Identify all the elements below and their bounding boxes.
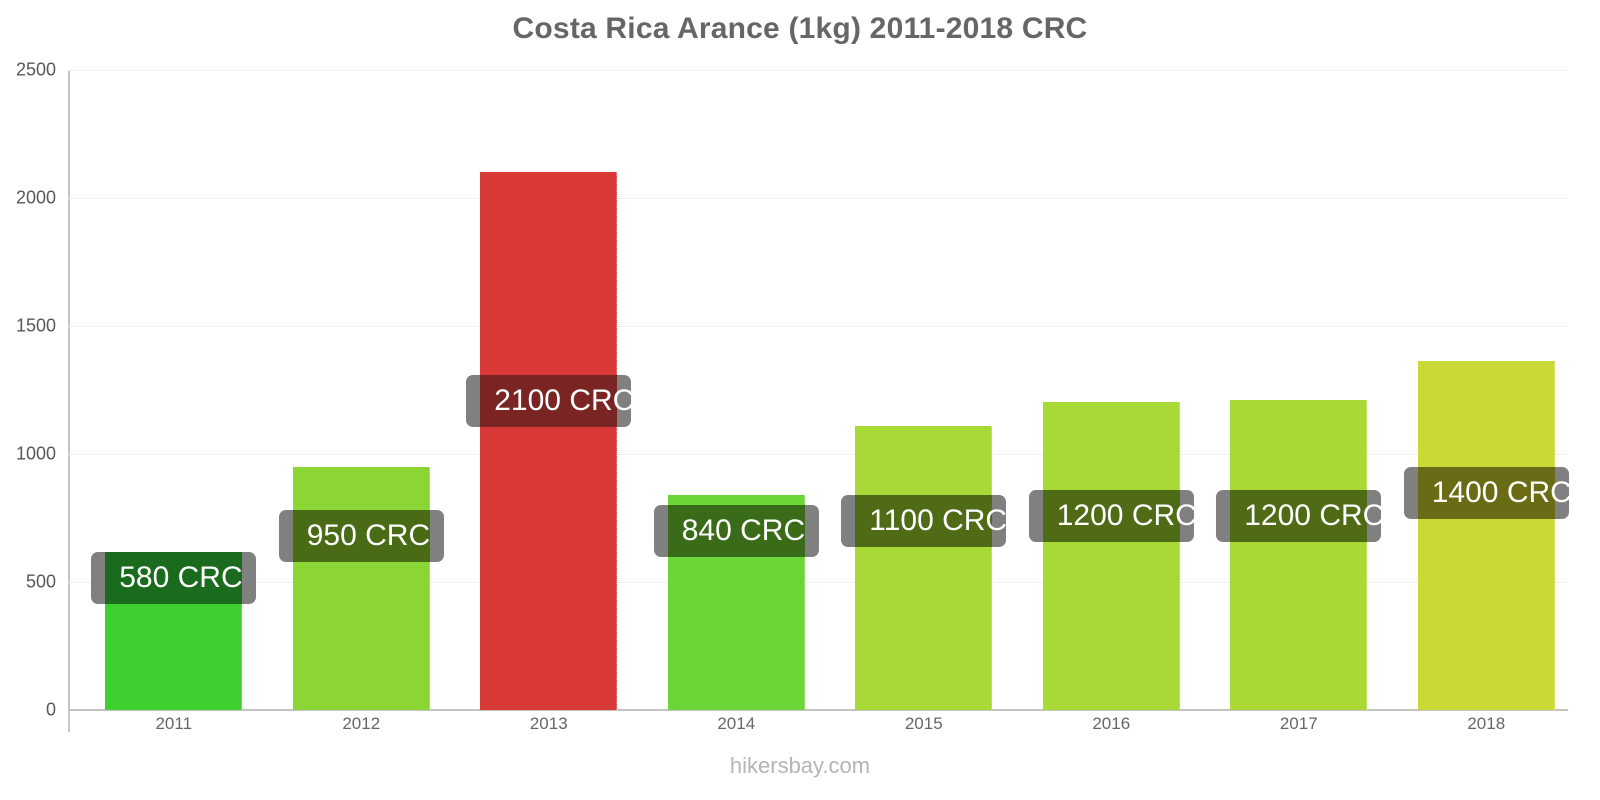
value-label-text: 1100 CRC: [869, 504, 1008, 537]
bar-2018[interactable]: [1417, 360, 1555, 710]
page-title: Costa Rica Arance (1kg) 2011-2018 CRC: [512, 12, 1088, 45]
value-label-text: 1200 CRC: [1056, 499, 1197, 532]
value-label-2011: 580 CRC: [91, 552, 257, 604]
x-axis-tick-label-2015: 2015: [904, 714, 943, 733]
value-label-band: [292, 510, 430, 562]
gridline: [68, 582, 1568, 583]
y-axis-tick-label: 1000: [15, 443, 56, 464]
x-axis-tick-label-2013: 2013: [529, 714, 568, 733]
plot-area: 580 CRC 950 CRC 2100 CRC 840 CRC 1100 CRC 120…: [68, 70, 1572, 732]
value-label-text: 1400 CRC: [1431, 476, 1572, 509]
gridline: [68, 326, 1568, 327]
y-axis-tick-label: 0: [45, 699, 56, 720]
gridline: [68, 454, 1568, 455]
value-label-text: 840 CRC: [681, 514, 806, 547]
y-axis-tick-label: 2500: [15, 59, 56, 80]
value-label-text: 580 CRC: [119, 561, 243, 594]
bar-2017[interactable]: [1230, 400, 1368, 710]
value-label-2015: 1100 CRC: [841, 495, 1007, 547]
y-axis-tick-label: 1500: [15, 315, 56, 336]
gridline: [68, 709, 1568, 711]
value-label-2012: 950 CRC: [278, 510, 444, 562]
value-label-text: 950 CRC: [306, 519, 431, 552]
value-label-band: [667, 505, 805, 557]
y-axis-tick-label: 500: [25, 571, 56, 592]
bar-2013[interactable]: [480, 172, 618, 710]
value-label-2014: 840 CRC: [653, 505, 819, 557]
footer-credit: hikersbay.com: [729, 753, 871, 778]
value-label-band: [1417, 467, 1555, 519]
y-axis-tick-stub: [68, 710, 70, 732]
bar-2016[interactable]: [1042, 401, 1180, 710]
x-axis-tick-label-2012: 2012: [342, 714, 381, 733]
value-label-2013: 2100 CRC: [466, 375, 634, 427]
value-label-band: [1042, 490, 1180, 542]
value-label-text: 1200 CRC: [1244, 499, 1385, 532]
value-label-text: 2100 CRC: [494, 384, 635, 417]
x-axis-tick-label-2017: 2017: [1279, 714, 1318, 733]
y-axis-line: [68, 70, 70, 710]
value-label-2017: 1200 CRC: [1216, 490, 1384, 542]
y-axis-tick-label: 2000: [15, 187, 56, 208]
x-axis-tick-label-2018: 2018: [1467, 714, 1506, 733]
value-label-band: [1230, 490, 1368, 542]
bar-2012[interactable]: [292, 466, 430, 710]
value-label-band: [855, 495, 993, 547]
x-axis-tick-label-2014: 2014: [717, 714, 756, 733]
value-label-band: [105, 552, 243, 604]
gridline: [68, 198, 1568, 199]
x-axis-tick-label-2011: 2011: [155, 714, 193, 733]
bar-2015[interactable]: [855, 425, 993, 710]
value-label-band: [480, 375, 618, 427]
value-label-2018: 1400 CRC: [1403, 467, 1572, 519]
value-label-2016: 1200 CRC: [1028, 490, 1197, 542]
gridline: [68, 70, 1568, 71]
x-axis-tick-label-2016: 2016: [1092, 714, 1131, 733]
